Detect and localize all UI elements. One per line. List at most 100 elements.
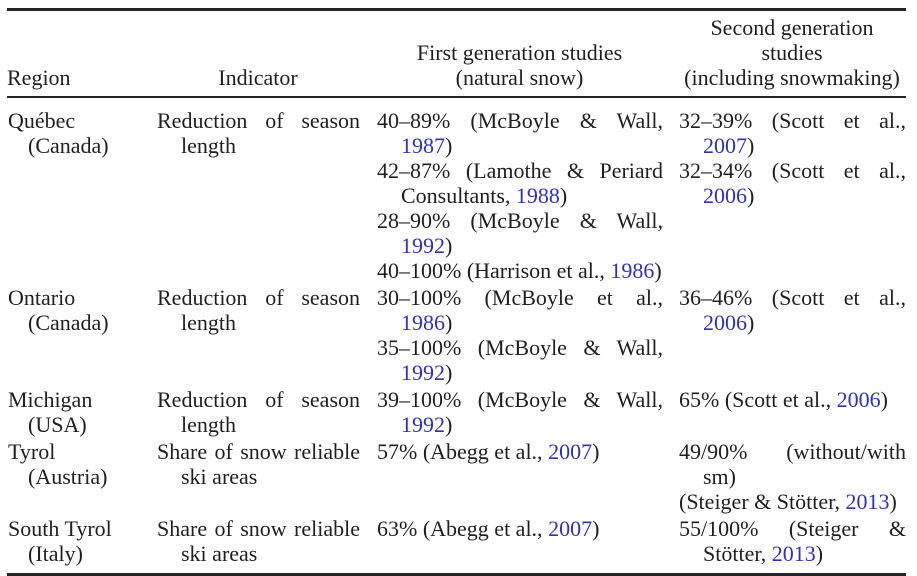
- indicator-cell: Reduction of season length: [156, 97, 376, 284]
- first-generation-cell: 63% (Abegg et al., 2007): [376, 515, 678, 575]
- study-entry-close: ): [747, 183, 755, 208]
- study-entry: 35–100% (McBoyle & Wall, 1992): [377, 335, 663, 385]
- study-entry-close: ): [559, 183, 568, 208]
- study-entry-text: 57% (Abegg et al.,: [377, 439, 549, 464]
- study-entry: 57% (Abegg et al., 2007): [377, 439, 663, 464]
- indicator-cell: Reduction of season length: [156, 386, 376, 438]
- first-generation-cell: 57% (Abegg et al., 2007): [376, 438, 678, 515]
- study-entry: 32–34% (Scott et al., 2006): [679, 158, 906, 208]
- study-entry-text: 42–87% (Lamothe & Periard Consultants,: [377, 158, 663, 208]
- first-generation-cell: 39–100% (McBoyle & Wall, 1992): [376, 386, 678, 438]
- study-entry-close: ): [445, 360, 453, 385]
- region-country: (Canada): [28, 310, 109, 335]
- study-entry-close: ): [747, 310, 755, 335]
- citation-year-link[interactable]: 2006: [703, 183, 747, 208]
- indicator-text: Reduction of season length: [157, 387, 360, 437]
- citation-year-link[interactable]: 2007: [703, 133, 747, 158]
- citation-year-link[interactable]: 2013: [771, 541, 816, 566]
- table-row: Michigan (USA) Reduction of season length 3…: [7, 386, 906, 438]
- region-cell: Québec (Canada): [7, 97, 156, 284]
- ski-season-studies-table: Region Indicator First generation studie…: [7, 8, 906, 576]
- study-entry-text: 28–90% (McBoyle & Wall,: [377, 208, 663, 233]
- header-line: Second generation: [710, 15, 874, 40]
- citation-year-link[interactable]: 1992: [401, 360, 445, 385]
- study-entry-close: ): [815, 541, 824, 566]
- region-name: Tyrol: [8, 439, 56, 464]
- study-entry: 40–100% (Harrison et al., 1986): [377, 258, 663, 283]
- citation-year-link[interactable]: 1986: [401, 310, 445, 335]
- indicator-text: Share of snow reliable ski areas: [157, 439, 360, 489]
- header-region: Region: [7, 9, 156, 98]
- study-entry-close: ): [889, 489, 897, 514]
- indicator-text: Reduction of season length: [157, 108, 360, 158]
- citation-year-link[interactable]: 1992: [401, 233, 445, 258]
- study-entry-text: 55/100% (Steiger & Stötter,: [679, 516, 906, 566]
- study-entry-close: ): [445, 133, 453, 158]
- first-generation-cell: 30–100% (McBoyle et al., 1986) 35–100% (M…: [376, 284, 678, 386]
- first-generation-cell: 40–89% (McBoyle & Wall, 1987) 42–87% (Lam…: [376, 97, 678, 284]
- study-entry-text: 39–100% (McBoyle & Wall,: [377, 387, 663, 412]
- region-cell: South Tyrol (Italy): [7, 515, 156, 575]
- citation-year-link[interactable]: 2007: [548, 439, 593, 464]
- citation-year-link[interactable]: 2007: [548, 516, 593, 541]
- study-entry: 55/100% (Steiger & Stötter, 2013): [679, 516, 906, 566]
- header-line: First generation studies: [416, 40, 623, 65]
- study-entry-text: 65% (Scott et al.,: [679, 387, 837, 412]
- citation-year-link[interactable]: 2006: [836, 387, 881, 412]
- indicator-cell: Share of snow reliable ski areas: [156, 515, 376, 575]
- indicator-cell: Reduction of season length: [156, 284, 376, 386]
- study-entry: 28–90% (McBoyle & Wall, 1992): [377, 208, 663, 258]
- study-entry-text: 32–34% (Scott et al.,: [679, 158, 906, 183]
- indicator-text: Share of snow reliable ski areas: [157, 516, 360, 566]
- study-entry: 63% (Abegg et al., 2007): [377, 516, 663, 541]
- table-row: Ontario (Canada) Reduction of season lengt…: [7, 284, 906, 386]
- citation-year-link[interactable]: 1987: [401, 133, 445, 158]
- study-entry-close: ): [445, 233, 453, 258]
- study-entry-text: (Steiger & Stötter,: [679, 489, 846, 514]
- citation-year-link[interactable]: 1988: [515, 183, 560, 208]
- region-cell: Ontario (Canada): [7, 284, 156, 386]
- study-entry: 40–89% (McBoyle & Wall, 1987): [377, 108, 663, 158]
- study-entry: 30–100% (McBoyle et al., 1986): [377, 285, 663, 335]
- study-entry-close: ): [747, 133, 755, 158]
- study-entry-close: ): [445, 310, 453, 335]
- study-entry: 65% (Scott et al., 2006): [679, 387, 906, 412]
- study-entry-close: ): [592, 516, 600, 541]
- header-line: Region: [7, 65, 71, 90]
- study-entry: 42–87% (Lamothe & Periard Consultants, 1…: [377, 158, 663, 208]
- study-entry-close: ): [445, 412, 453, 437]
- study-entry: (Steiger & Stötter, 2013): [679, 489, 906, 514]
- header-line: (including snowmaking): [684, 65, 900, 90]
- header-line: Indicator: [218, 65, 298, 90]
- second-generation-cell: 65% (Scott et al., 2006): [678, 386, 906, 438]
- region-name: Michigan: [8, 387, 93, 412]
- citation-year-link[interactable]: 1992: [401, 412, 445, 437]
- study-entry-text: 36–46% (Scott et al.,: [679, 285, 906, 310]
- citation-year-link[interactable]: 2013: [845, 489, 890, 514]
- second-generation-cell: 36–46% (Scott et al., 2006): [678, 284, 906, 386]
- region-country: (Canada): [28, 133, 109, 158]
- table-row: South Tyrol (Italy) Share of snow reliable…: [7, 515, 906, 575]
- region-name: Ontario: [8, 285, 76, 310]
- study-entry: 36–46% (Scott et al., 2006): [679, 285, 906, 335]
- study-entry: 49/90% (without/with sm): [679, 439, 906, 489]
- study-entry-text: 40–100% (Harrison et al.,: [377, 258, 611, 283]
- indicator-cell: Share of snow reliable ski areas: [156, 438, 376, 515]
- header-line: studies: [761, 40, 823, 65]
- second-generation-cell: 49/90% (without/with sm) (Steiger & Stött…: [678, 438, 906, 515]
- region-name: Québec: [8, 108, 76, 133]
- study-entry-text: 49/90% (without/with sm): [679, 439, 906, 489]
- study-entry: 39–100% (McBoyle & Wall, 1992): [377, 387, 663, 437]
- header-second-generation: Second generation studies (including sno…: [678, 9, 906, 98]
- table-header: Region Indicator First generation studie…: [7, 9, 906, 98]
- citation-year-link[interactable]: 2006: [703, 310, 747, 335]
- region-cell: Michigan (USA): [7, 386, 156, 438]
- region-name: South Tyrol: [8, 516, 112, 541]
- second-generation-cell: 32–39% (Scott et al., 2007) 32–34% (Scott…: [678, 97, 906, 284]
- study-entry: 32–39% (Scott et al., 2007): [679, 108, 906, 158]
- citation-year-link[interactable]: 1986: [610, 258, 655, 283]
- study-entry-close: ): [880, 387, 888, 412]
- region-country: (Italy): [28, 541, 83, 566]
- study-entry-text: 40–89% (McBoyle & Wall,: [377, 108, 663, 133]
